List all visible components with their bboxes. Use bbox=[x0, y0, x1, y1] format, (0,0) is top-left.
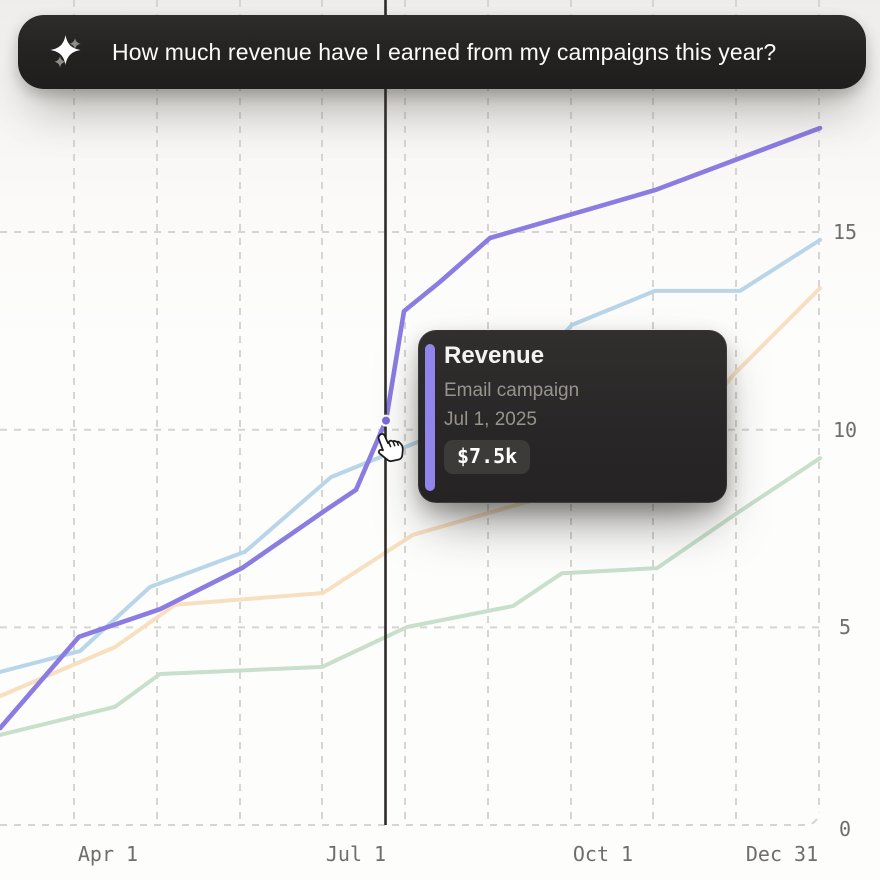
prompt-question-text: How much revenue have I earned from my c… bbox=[112, 38, 777, 65]
x-tick-label: Dec 31 bbox=[745, 842, 819, 866]
x-tick-label: Jul 1 bbox=[325, 842, 387, 866]
sparkle-icon bbox=[50, 35, 81, 68]
y-tick-label: 0 bbox=[838, 817, 852, 841]
tooltip-title: Revenue bbox=[444, 342, 545, 369]
baseline-gridline bbox=[0, 811, 820, 826]
tooltip-value: $7.5k bbox=[457, 443, 518, 468]
x-tick-label: Apr 1 bbox=[77, 842, 139, 866]
y-tick-label: 15 bbox=[832, 220, 858, 245]
chart-tooltip: Revenue Email campaign Jul 1, 2025 $7.5k bbox=[418, 330, 727, 503]
y-tick-label: 10 bbox=[832, 417, 858, 442]
series-line-series_green bbox=[0, 456, 822, 737]
y-tick-label: 5 bbox=[838, 615, 852, 640]
series-line-email-campaign bbox=[0, 125, 823, 731]
tooltip-date: Jul 1, 2025 bbox=[444, 408, 537, 430]
pointer-hand-cursor bbox=[377, 433, 404, 463]
hovered-data-point[interactable] bbox=[380, 414, 392, 427]
prompt-question-bar: How much revenue have I earned from my c… bbox=[18, 15, 866, 89]
tooltip-accent-bar bbox=[425, 344, 435, 491]
tooltip-series-name: Email campaign bbox=[444, 379, 580, 401]
x-tick-label: Oct 1 bbox=[572, 842, 634, 866]
tooltip-value-pill: $7.5k bbox=[444, 439, 531, 474]
series-line-series_blue bbox=[0, 238, 822, 674]
